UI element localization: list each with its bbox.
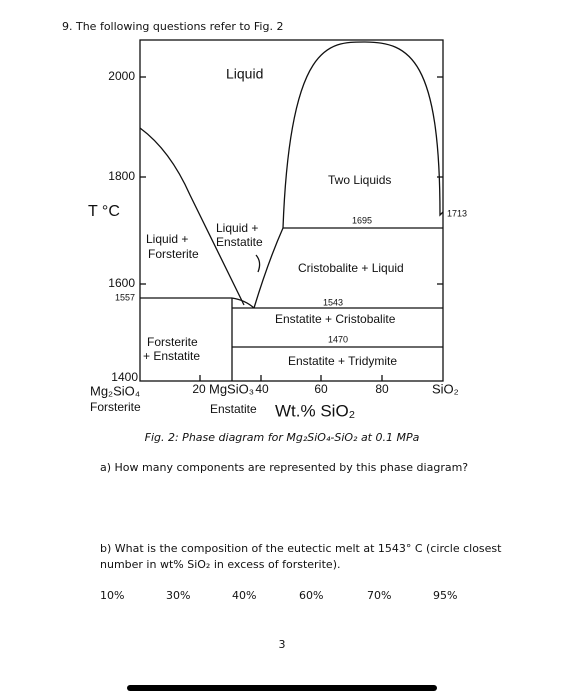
option: 10% bbox=[100, 589, 124, 602]
x-tick-label: 20 bbox=[192, 382, 206, 396]
question: b) What is the composition of the eutect… bbox=[100, 542, 502, 555]
option: 70% bbox=[367, 589, 391, 602]
region-label: Forsterite bbox=[148, 247, 199, 261]
home-indicator bbox=[127, 685, 437, 691]
x-end-label: Enstatite bbox=[210, 402, 257, 416]
question: a) How many components are represented b… bbox=[100, 461, 468, 474]
y-tick-label: 1600 bbox=[108, 276, 135, 290]
region-label: Forsterite bbox=[147, 335, 198, 349]
option: 30% bbox=[166, 589, 190, 602]
region-label: Liquid + bbox=[146, 232, 188, 246]
peritectic bbox=[231, 297, 255, 309]
region-label: Liquid bbox=[226, 66, 263, 82]
region-label: Liquid + bbox=[216, 221, 258, 235]
forsterite-liquidus bbox=[139, 127, 245, 306]
region-label: Two Liquids bbox=[328, 173, 391, 187]
x-tick-label: 60 bbox=[314, 382, 328, 396]
x-axis-label: Wt.% SiO₂ bbox=[275, 401, 355, 420]
enstatite-liquidus bbox=[253, 227, 284, 309]
phase-diagram: 2000 1800 1600 1557 1400 T °C 20 40 60 8… bbox=[88, 39, 467, 420]
isotherm-label: 1470 bbox=[328, 334, 348, 344]
y-axis-label: T °C bbox=[88, 203, 120, 220]
region-label: Enstatite bbox=[216, 235, 263, 249]
y-tick-label: 2000 bbox=[108, 69, 135, 83]
y-tick-label: 1557 bbox=[115, 292, 135, 302]
region-label: Enstatite + Cristobalite bbox=[275, 312, 396, 326]
question: number in wt% SiO₂ in excess of forsteri… bbox=[100, 558, 341, 571]
isotherm-label: 1695 bbox=[352, 215, 372, 225]
pointer bbox=[255, 254, 261, 273]
immiscibility-dome bbox=[282, 41, 444, 229]
x-tick-label: 40 bbox=[255, 382, 269, 396]
option: 60% bbox=[299, 589, 323, 602]
region-label: Enstatite + Tridymite bbox=[288, 354, 397, 368]
frame bbox=[139, 39, 444, 382]
caption: Fig. 2: Phase diagram for Mg₂SiO₄-SiO₂ a… bbox=[145, 431, 420, 444]
region-label: Cristobalite + Liquid bbox=[298, 261, 404, 275]
isotherm-label: 1543 bbox=[323, 297, 343, 307]
x-tick-label: 80 bbox=[375, 382, 389, 396]
y-tick-label: 1800 bbox=[108, 169, 135, 183]
isotherm-label: 1713 bbox=[447, 208, 467, 218]
x-end-label: SiO₂ bbox=[432, 381, 459, 396]
x-end-label: Forsterite bbox=[90, 400, 141, 414]
x-end-label: MgSiO₃ bbox=[209, 381, 254, 396]
x-end-label: Mg₂SiO₄ bbox=[90, 383, 140, 398]
option: 95% bbox=[433, 589, 457, 602]
heading: 9. The following questions refer to Fig.… bbox=[62, 20, 283, 33]
option: 40% bbox=[232, 589, 256, 602]
y-tick-label: 1400 bbox=[111, 370, 138, 384]
region-label: + Enstatite bbox=[143, 349, 200, 363]
page-number: 3 bbox=[279, 638, 286, 651]
